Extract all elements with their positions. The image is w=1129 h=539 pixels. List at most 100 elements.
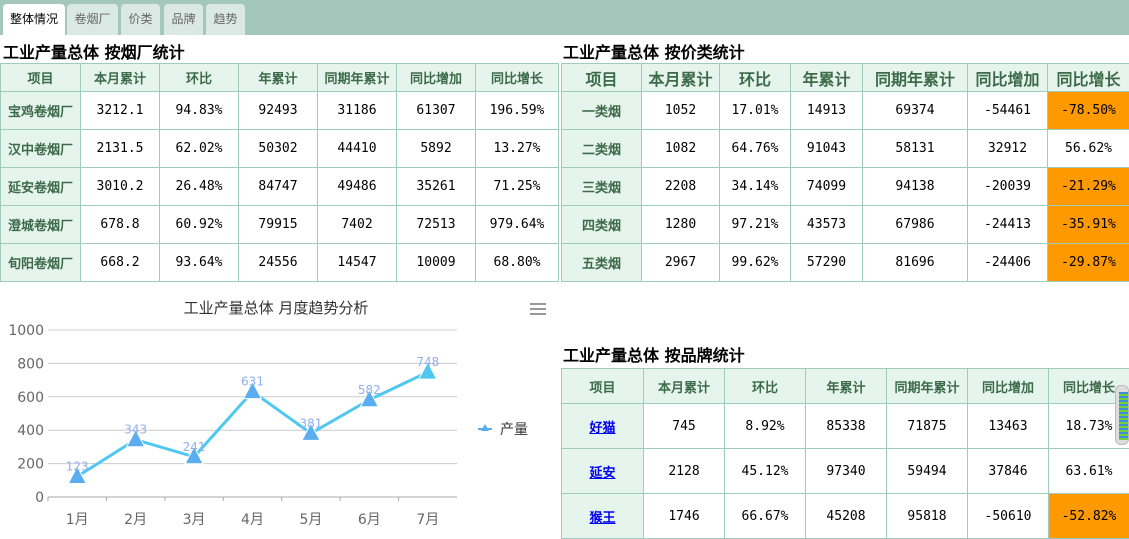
row-label: 澄城卷烟厂 bbox=[1, 206, 81, 244]
column-header: 同比增加 bbox=[968, 369, 1049, 404]
table-cell: 2967 bbox=[642, 244, 720, 282]
table-cell: 72513 bbox=[397, 206, 476, 244]
table-cell: 3212.1 bbox=[81, 92, 160, 130]
table-cell: 97.21% bbox=[720, 206, 791, 244]
table-cell: 14547 bbox=[318, 244, 397, 282]
table-cell: 14913 bbox=[791, 92, 863, 130]
table-cell: 85338 bbox=[806, 404, 887, 449]
table-cell: 57290 bbox=[791, 244, 863, 282]
table-cell: -24406 bbox=[968, 244, 1048, 282]
column-header: 同比增加 bbox=[968, 64, 1048, 92]
column-header: 本月累计 bbox=[81, 64, 160, 92]
column-header: 年累计 bbox=[791, 64, 863, 92]
x-tick-label: 5月 bbox=[299, 512, 322, 528]
x-tick-label: 6月 bbox=[358, 512, 381, 528]
y-tick-label: 800 bbox=[17, 356, 44, 372]
data-label: 123 bbox=[66, 459, 89, 473]
tab-1[interactable]: 卷烟厂 bbox=[67, 4, 118, 35]
table-cell: 74099 bbox=[791, 168, 863, 206]
y-tick-label: 200 bbox=[17, 457, 44, 473]
table-cell: 91043 bbox=[791, 130, 863, 168]
factory-section-title: 工业产量总体 按烟厂统计 bbox=[3, 39, 185, 63]
table-cell: 64.76% bbox=[720, 130, 791, 168]
table-cell: 94138 bbox=[863, 168, 968, 206]
data-label: 631 bbox=[241, 375, 264, 389]
table-cell: 50302 bbox=[239, 130, 318, 168]
table-cell: 31186 bbox=[318, 92, 397, 130]
table-cell: -20039 bbox=[968, 168, 1048, 206]
data-label: 343 bbox=[124, 423, 147, 437]
brand-section-title: 工业产量总体 按品牌统计 bbox=[563, 342, 745, 366]
table-cell: -78.50% bbox=[1048, 92, 1129, 130]
table-cell: 71875 bbox=[887, 404, 968, 449]
column-header: 本月累计 bbox=[644, 369, 725, 404]
x-tick-label: 1月 bbox=[66, 512, 89, 528]
column-header: 同期年累计 bbox=[863, 64, 968, 92]
legend-label[interactable]: 产量 bbox=[500, 422, 528, 438]
column-header: 项目 bbox=[562, 64, 642, 92]
table-cell: 5892 bbox=[397, 130, 476, 168]
table-cell: -24413 bbox=[968, 206, 1048, 244]
y-tick-label: 1000 bbox=[8, 323, 44, 339]
tab-4[interactable]: 趋势 bbox=[206, 4, 245, 35]
row-label: 延安 bbox=[562, 449, 644, 494]
table-cell: -52.82% bbox=[1049, 494, 1129, 539]
column-header: 年累计 bbox=[806, 369, 887, 404]
table-cell: 7402 bbox=[318, 206, 397, 244]
x-tick-label: 3月 bbox=[183, 512, 206, 528]
table-cell: 2128 bbox=[644, 449, 725, 494]
brand-link[interactable]: 好猫 bbox=[589, 421, 615, 436]
tab-0[interactable]: 整体情况 bbox=[3, 4, 65, 35]
table-cell: 13.27% bbox=[476, 130, 559, 168]
row-label: 五类烟 bbox=[562, 244, 642, 282]
table-cell: 2131.5 bbox=[81, 130, 160, 168]
table-cell: 67986 bbox=[863, 206, 968, 244]
column-header: 本月累计 bbox=[642, 64, 720, 92]
table-cell: 94.83% bbox=[160, 92, 239, 130]
table-cell: -29.87% bbox=[1048, 244, 1129, 282]
tab-3[interactable]: 品牌 bbox=[164, 4, 203, 35]
row-label: 猴王 bbox=[562, 494, 644, 539]
y-tick-label: 600 bbox=[17, 390, 44, 406]
column-header: 环比 bbox=[725, 369, 806, 404]
row-label: 一类烟 bbox=[562, 92, 642, 130]
x-tick-label: 2月 bbox=[124, 512, 147, 528]
data-label: 748 bbox=[416, 355, 439, 369]
column-header: 同期年累计 bbox=[887, 369, 968, 404]
row-label: 四类烟 bbox=[562, 206, 642, 244]
table-cell: 56.62% bbox=[1048, 130, 1129, 168]
table-cell: 49486 bbox=[318, 168, 397, 206]
table-cell: 93.64% bbox=[160, 244, 239, 282]
data-label: 381 bbox=[299, 416, 322, 430]
table-cell: 60.92% bbox=[160, 206, 239, 244]
table-cell: 1746 bbox=[644, 494, 725, 539]
header-row: 项目本月累计环比年累计同期年累计同比增加同比增长 bbox=[562, 369, 1129, 404]
side-scroll-widget[interactable] bbox=[1115, 385, 1129, 445]
table-cell: 1082 bbox=[642, 130, 720, 168]
brand-link[interactable]: 猴王 bbox=[589, 511, 615, 526]
brand-link[interactable]: 延安 bbox=[589, 466, 615, 481]
tab-2[interactable]: 价类 bbox=[121, 4, 160, 35]
column-header: 项目 bbox=[562, 369, 644, 404]
table-cell: 17.01% bbox=[720, 92, 791, 130]
tab-bar: 整体情况卷烟厂价类品牌趋势 bbox=[0, 0, 1129, 35]
table-cell: 59494 bbox=[887, 449, 968, 494]
hamburger-menu-icon[interactable] bbox=[530, 303, 546, 315]
table-cell: 678.8 bbox=[81, 206, 160, 244]
y-tick-label: 0 bbox=[35, 490, 44, 506]
legend-triangle-icon bbox=[481, 424, 489, 431]
table-cell: 92493 bbox=[239, 92, 318, 130]
column-header: 同比增加 bbox=[397, 64, 476, 92]
